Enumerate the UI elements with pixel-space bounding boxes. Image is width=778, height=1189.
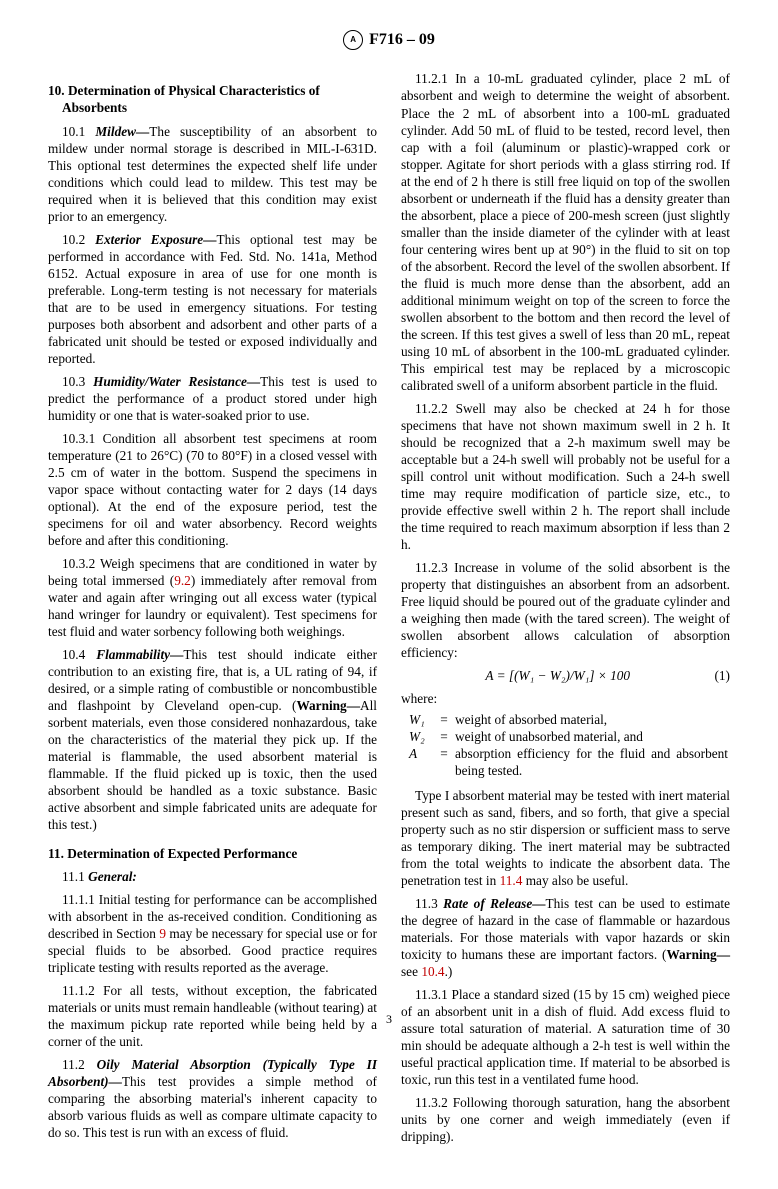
para-11-2-3: 11.2.3 Increase in volume of the solid a… (401, 559, 730, 661)
sec-title: Determination of Expected Performance (67, 846, 297, 861)
doc-header: A F716 – 09 (48, 30, 730, 50)
sec-title: Determination of Physical Characteristic… (62, 83, 320, 115)
xref[interactable]: 9.2 (174, 573, 191, 588)
para-11-2-1: 11.2.1 In a 10-mL graduated cylinder, pl… (401, 70, 730, 393)
para-11-1-1: 11.1.1 Initial testing for performance c… (48, 891, 377, 976)
astm-logo: A (343, 30, 363, 50)
warning: Warning— (296, 698, 360, 713)
designation: F716 – 09 (369, 30, 435, 50)
para-11-3: 11.3 Rate of Release—This test can be us… (401, 895, 730, 980)
para-10-1: 10.1 Mildew—The susceptibility of an abs… (48, 123, 377, 225)
para-10-4: 10.4 Flammability—This test should indic… (48, 646, 377, 833)
equation-1: A = [(W₁ − W₂)/W₁] × 100 (1) (401, 667, 730, 684)
where-label: where: (401, 690, 730, 707)
term: Mildew— (95, 124, 149, 139)
warning: Warning— (666, 947, 730, 962)
where-row: A = absorption efficiency for the fluid … (407, 745, 730, 779)
xref[interactable]: 11.4 (500, 873, 523, 888)
para-11-1: 11.1 General: (48, 868, 377, 885)
para-10-3-1: 10.3.1 Condition all absorbent test spec… (48, 430, 377, 549)
para-typeI: Type I absorbent material may be tested … (401, 787, 730, 889)
section-10-head: 10. Determination of Physical Characteri… (48, 82, 377, 116)
para-11-3-2: 11.3.2 Following thorough saturation, ha… (401, 1094, 730, 1145)
where-table: W₁ = weight of absorbed material, W₂ = w… (407, 711, 730, 779)
where-row: W₁ = weight of absorbed material, (407, 711, 730, 728)
where-row: W₂ = weight of unabsorbed material, and (407, 728, 730, 745)
term: Rate of Release— (443, 896, 545, 911)
para-11-2: 11.2 Oily Material Absorption (Typically… (48, 1056, 377, 1141)
term: Humidity/Water Resistance— (93, 374, 260, 389)
term: Flammability— (96, 647, 183, 662)
eq-num: (1) (714, 667, 730, 684)
eq-body: A = [(W₁ − W₂)/W₁] × 100 (485, 668, 630, 683)
xref[interactable]: 10.4 (421, 964, 444, 979)
sec-num: 10. (48, 83, 65, 98)
term: Exterior Exposure— (95, 232, 216, 247)
para-10-3-2: 10.3.2 Weigh specimens that are conditio… (48, 555, 377, 640)
section-11-head: 11. Determination of Expected Performanc… (48, 845, 377, 862)
term: General: (88, 869, 137, 884)
sec-num: 11. (48, 846, 64, 861)
para-10-3: 10.3 Humidity/Water Resistance—This test… (48, 373, 377, 424)
para-11-3-1: 11.3.1 Place a standard sized (15 by 15 … (401, 986, 730, 1088)
page-number: 3 (0, 1012, 778, 1027)
para-10-2: 10.2 Exterior Exposure—This optional tes… (48, 231, 377, 367)
para-11-2-2: 11.2.2 Swell may also be checked at 24 h… (401, 400, 730, 553)
